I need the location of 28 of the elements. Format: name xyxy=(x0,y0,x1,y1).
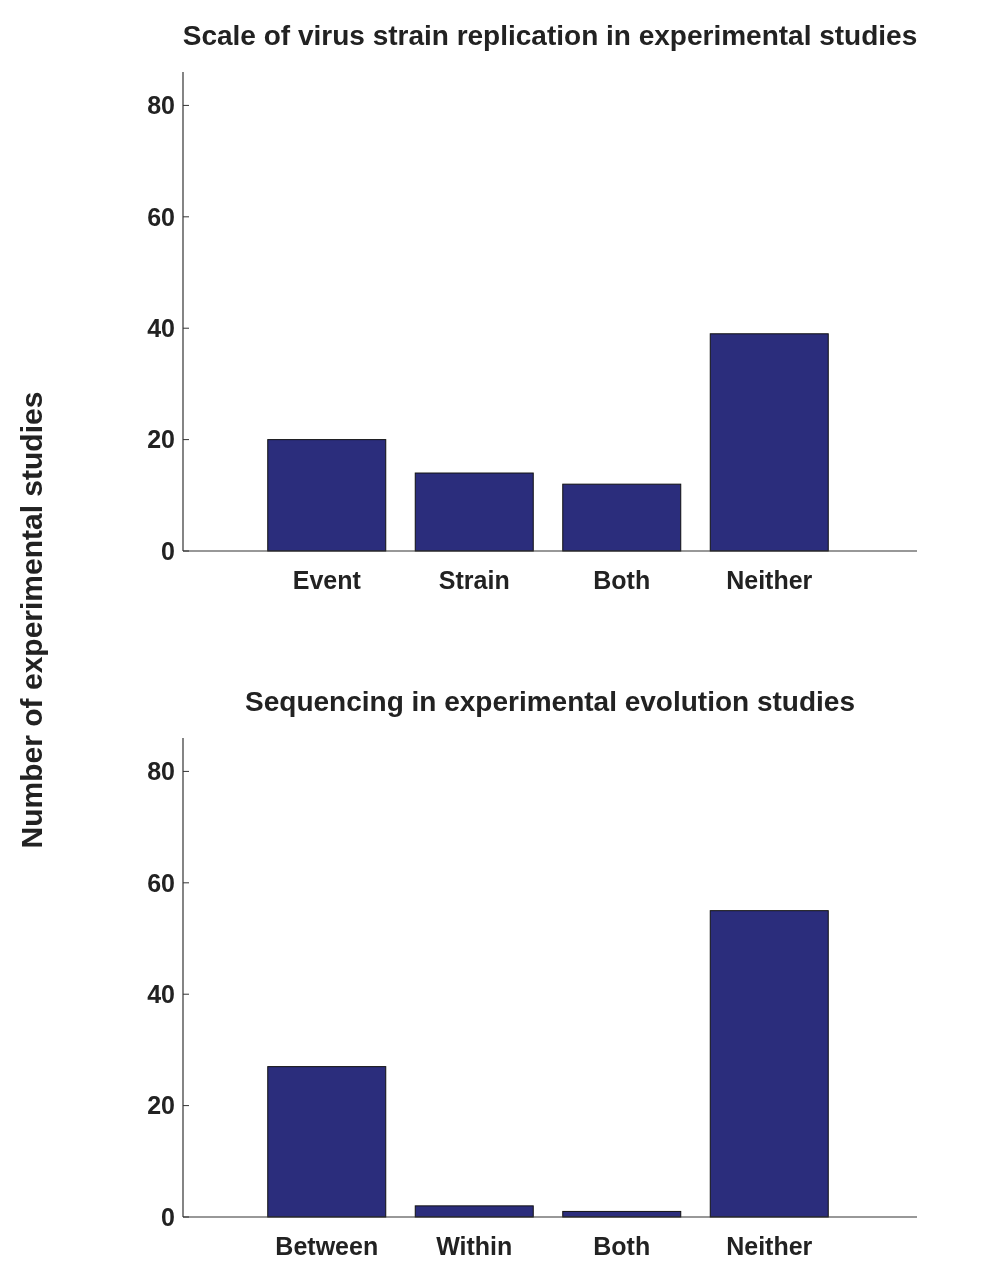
x-tick-label: Event xyxy=(292,566,362,594)
x-tick-label: Strain xyxy=(438,566,510,594)
bar xyxy=(414,472,534,552)
y-tick-label: 80 xyxy=(147,91,175,120)
x-tick-label: Both xyxy=(593,566,651,594)
y-tick-label: 20 xyxy=(147,1091,175,1120)
chart-title: Scale of virus strain replication in experimental studies xyxy=(182,20,918,51)
y-tick-label: 80 xyxy=(147,757,175,786)
y-tick-label: 40 xyxy=(147,313,175,342)
chart-title: Sequencing in experimental evolution studies xyxy=(245,686,855,717)
y-axis-title: Number of experimental studies xyxy=(15,391,48,849)
bar xyxy=(414,1205,534,1218)
y-tick-label: 60 xyxy=(147,202,175,231)
bar xyxy=(562,483,682,552)
bar xyxy=(267,1066,387,1218)
x-tick-label: Between xyxy=(275,1232,379,1260)
x-tick-label: Within xyxy=(436,1232,513,1260)
x-tick-label: Neither xyxy=(726,566,813,594)
y-tick-label: 20 xyxy=(147,425,175,454)
y-tick-label: 60 xyxy=(147,868,175,897)
x-tick-label: Both xyxy=(593,1232,651,1260)
x-tick-label: Neither xyxy=(726,1232,813,1260)
bar xyxy=(267,439,387,552)
y-tick-label: 40 xyxy=(147,979,175,1008)
y-tick-label: 0 xyxy=(161,536,175,565)
bar xyxy=(709,910,829,1218)
bar xyxy=(709,333,829,552)
y-tick-label: 0 xyxy=(161,1202,175,1231)
